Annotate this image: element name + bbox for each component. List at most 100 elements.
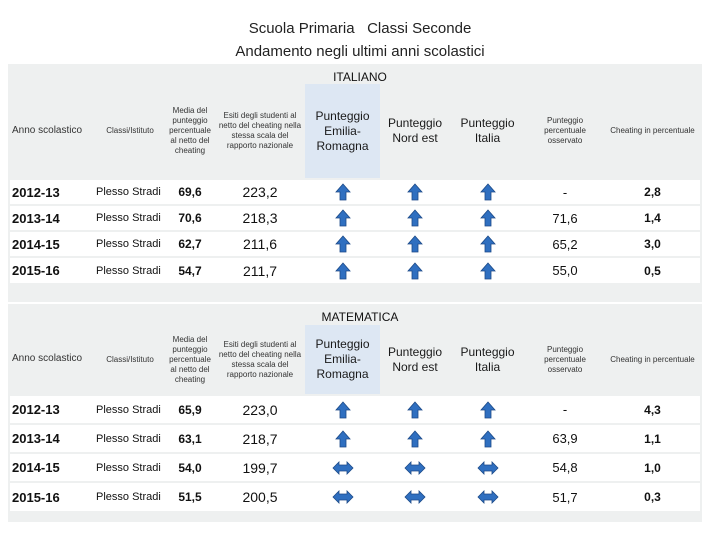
header-row: Anno scolastico Classi/Istituto Media del …: [10, 325, 700, 395]
data-row: 2012-13 Plesso Stradi 69,6 223,2 -2,8: [10, 178, 700, 205]
column-header: Punteggio percentuale osservato: [544, 344, 586, 374]
arrow-flat: [331, 460, 354, 475]
comparison: [380, 394, 450, 424]
comparison: [450, 178, 525, 205]
column-header: Punteggio Italia: [460, 344, 515, 374]
title-line: Scuola Primaria Classi Seconde: [0, 20, 720, 37]
class-name: Plesso Stradi: [95, 256, 165, 283]
header-row: Anno scolastico Classi/Istituto Media del …: [10, 84, 700, 179]
column-header: Esiti degli studenti al netto del cheati…: [218, 111, 302, 150]
arrow-flat: [476, 460, 499, 475]
data-row: 2013-14 Plesso Stradi 63,1 218,7 63,9 1,1: [10, 423, 700, 453]
media: 62,7: [165, 230, 215, 257]
column-header: Cheating in percentuale: [610, 126, 695, 135]
comparison: [380, 423, 450, 453]
arrow-up: [334, 261, 351, 279]
class-name: Plesso Stradi: [95, 394, 165, 424]
class-name: Plesso Stradi: [95, 230, 165, 257]
results-table: Anno scolastico Classi/Istituto Media del …: [10, 84, 700, 283]
comparison: [305, 394, 380, 424]
column-header: Media del punteggio percentuale al netto…: [169, 334, 211, 384]
media: 54,7: [165, 256, 215, 283]
arrow-up: [407, 183, 423, 201]
observed: 51,7: [525, 481, 605, 511]
subject: MATEMATICA: [321, 310, 399, 324]
year: 2015-16: [10, 481, 95, 511]
column-header: Classi/Istituto: [106, 126, 154, 135]
year: 2013-14: [10, 204, 95, 231]
data-row: 2014-15 Plesso Stradi 62,7 211,6 65,2 3,0: [10, 230, 700, 257]
arrow-flat: [404, 490, 426, 504]
observed: -: [525, 178, 605, 205]
arrow-up: [407, 261, 423, 279]
arrow-up: [407, 235, 423, 253]
comparison: [380, 230, 450, 257]
year: 2014-15: [10, 230, 95, 257]
esiti: 199,7: [215, 452, 305, 482]
subtitle: Andamento negli ultimi anni scolastici: [235, 43, 485, 60]
class-name: Plesso Stradi: [95, 481, 165, 511]
arrow-up: [479, 209, 496, 227]
data-row: 2015-16 Plesso Stradi 54,7 211,7 55,0 0,5: [10, 256, 700, 283]
observed: 54,8: [525, 452, 605, 482]
arrow-up: [334, 235, 351, 253]
column-header: Classi/Istituto: [106, 354, 154, 364]
arrow-flat: [404, 460, 426, 475]
class-name: Plesso Stradi: [95, 452, 165, 482]
data-row: 2012-13 Plesso Stradi 65,9 223,0 -4,3: [10, 394, 700, 424]
data-row: 2014-15 Plesso Stradi 54,0 199,7 54,8 1,0: [10, 452, 700, 482]
esiti: 223,0: [215, 394, 305, 424]
arrow-up: [479, 235, 496, 253]
cheating: 3,0: [605, 230, 700, 257]
comparison: [305, 230, 380, 257]
comparison: [380, 481, 450, 511]
esiti: 200,5: [215, 481, 305, 511]
column-header: Punteggio Nord est: [387, 116, 443, 145]
column-header: Anno scolastico: [12, 124, 83, 136]
comparison: [450, 256, 525, 283]
comparison: [380, 452, 450, 482]
cheating: 4,3: [605, 394, 700, 424]
class-name: Plesso Stradi: [95, 423, 165, 453]
school: Scuola Primaria: [248, 20, 355, 37]
cheating: 1,1: [605, 423, 700, 453]
column-header: Esiti degli studenti al netto del cheati…: [218, 339, 302, 379]
arrow-up: [334, 209, 351, 227]
arrow-up: [334, 400, 351, 418]
esiti: 211,7: [215, 256, 305, 283]
esiti: 211,6: [215, 230, 305, 257]
results-table: Anno scolastico Classi/Istituto Media del …: [10, 325, 700, 511]
class-name: Plesso Stradi: [95, 204, 165, 231]
comparison: [305, 204, 380, 231]
observed: 65,2: [525, 230, 605, 257]
observed: 71,6: [525, 204, 605, 231]
comparison: [380, 178, 450, 205]
arrow-up: [479, 400, 496, 418]
year: 2012-13: [10, 394, 95, 424]
comparison: [450, 481, 525, 511]
arrow-up: [334, 183, 351, 201]
arrow-up: [407, 400, 423, 418]
arrow-up: [407, 429, 423, 447]
observed: 63,9: [525, 423, 605, 453]
comparison: [380, 256, 450, 283]
subject: ITALIANO: [333, 70, 387, 84]
comparison: [450, 394, 525, 424]
year: 2014-15: [10, 452, 95, 482]
column-header: Anno scolastico: [12, 353, 83, 365]
media: 70,6: [165, 204, 215, 231]
year: 2015-16: [10, 256, 95, 283]
comparison: [450, 452, 525, 482]
classes: Classi Seconde: [367, 20, 472, 37]
comparison: [305, 256, 380, 283]
cheating: 1,4: [605, 204, 700, 231]
cheating: 0,5: [605, 256, 700, 283]
media: 51,5: [165, 481, 215, 511]
column-header: Punteggio Emilia-Romagna: [305, 325, 380, 395]
comparison: [450, 204, 525, 231]
comparison: [305, 452, 380, 482]
cheating: 1,0: [605, 452, 700, 482]
media: 65,9: [165, 394, 215, 424]
column-header: Punteggio percentuale osservato: [544, 116, 586, 145]
